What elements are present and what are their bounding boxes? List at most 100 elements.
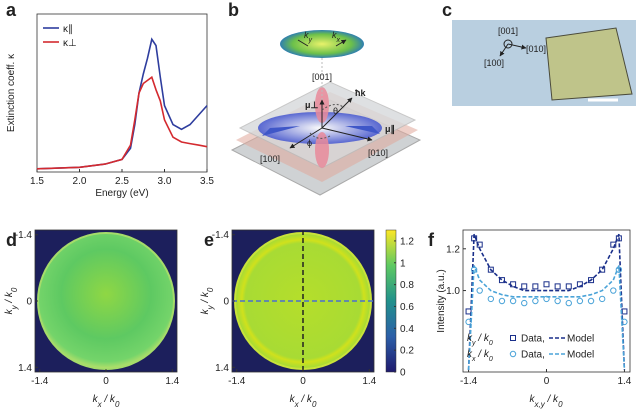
label-part: k [529,394,535,405]
y-tick-label: 1.4 [18,363,32,374]
colorbar-tick-label: 0.2 [400,346,414,357]
label-part: / k [4,291,15,305]
y-tick-label: 0 [223,297,229,308]
label-part: 0 [489,340,493,347]
axis-arrow [499,43,509,57]
data-point [532,283,539,290]
label-part: 0 [206,287,215,292]
x-tick-label: 0 [300,376,306,387]
axis-arrow [289,127,323,149]
label-part: x,y [533,400,545,409]
label: ϕ [307,138,312,148]
series-line [36,37,208,170]
y-tick-label: -1.4 [212,230,230,241]
data-point [532,297,539,305]
panel: 1.5 2.0 2.5 3.0 3.5 κ∥ κ⊥ [30,13,214,187]
x-tick-label: 1.4 [617,376,631,387]
data-point [543,281,550,288]
data-point [610,287,617,294]
data-point [476,241,483,248]
panel: -1.4 0 1.4 -1.4 0 1.4 [15,229,180,387]
panel-letter: a [6,0,17,20]
axis-label: Extinction coeff. κ [6,53,17,132]
label-part: x [294,400,300,409]
label: [001] [312,72,332,82]
label-part: / k [476,333,490,344]
data-point [487,266,494,273]
panel-letter: e [204,230,214,250]
axis-label: kx,y / k0 [529,394,563,409]
panel-letter: f [428,230,435,250]
x-tick-label: 1.4 [362,376,376,387]
x-tick-label: 1.5 [30,176,44,187]
dipole-lobe [315,132,329,168]
label-part: x [336,37,341,44]
series-line [36,75,208,170]
x-tick-label: 0 [103,376,109,387]
label-part: k [467,349,473,360]
y-tick-label: -1.4 [15,230,33,241]
angle [309,132,331,139]
data-point [521,283,528,290]
label: [100] [260,154,280,164]
label-part: y [206,304,215,310]
label-part: / k [545,394,559,405]
x-tick-label: -1.4 [460,376,478,387]
dipole-disc [258,112,382,144]
legend-label: kx / k0 [467,349,493,363]
label: [100] [484,58,504,68]
emission-disc [280,30,364,58]
image-disc [37,232,175,370]
panel-letters: a b c d e f [6,0,452,250]
data-point [598,295,606,303]
data-point [599,266,606,273]
angle [321,104,345,111]
panel-letter: b [228,0,239,20]
axis-label: kx / k0 [93,394,120,409]
legend-label: κ⊥ [63,38,77,49]
axis-marker [503,39,513,49]
arrow [262,126,300,136]
label-part: 0 [312,400,317,409]
data-point [487,295,495,303]
micrograph-c: [001] [100] [010] [452,20,636,106]
series-line [467,265,626,370]
label-part: y [10,304,19,310]
label-part: 0 [558,400,563,409]
flake [545,27,633,101]
colorbar-tick-label: 1 [400,258,406,269]
x-tick-label: 0 [544,376,550,387]
inset-label: ky [304,30,313,44]
label: θ [333,106,338,116]
axis-label: Intensity (a.u.) [436,269,447,332]
data-point [587,297,595,305]
data-point [476,287,483,294]
label-part: / k [476,349,490,360]
panel-letter: d [6,230,17,250]
data-point [565,299,572,307]
data-point [465,308,472,315]
y-tick-label: 0 [26,297,32,308]
data-point [509,297,517,305]
data-point [498,297,506,305]
legend-label: Model [567,334,594,345]
label-part: / k [102,394,116,405]
axis-label: ky / k0 [200,287,215,314]
label-part: y [308,37,313,44]
label: ħk [355,88,366,98]
y-tick-label: 1.4 [215,363,229,374]
legend-label: Model [567,350,594,361]
label: μ∥ [385,124,395,135]
label-part: x [97,400,103,409]
data-point [588,277,595,284]
label-part: k [467,333,473,344]
colorbar-tick-label: 0.4 [400,324,414,335]
y-tick-label: 1.0 [446,286,460,297]
label-part: k [93,394,99,405]
x-tick-label: 1.4 [165,376,179,387]
data-point [554,297,561,305]
data-point [576,297,584,305]
label-part: k [4,308,15,314]
